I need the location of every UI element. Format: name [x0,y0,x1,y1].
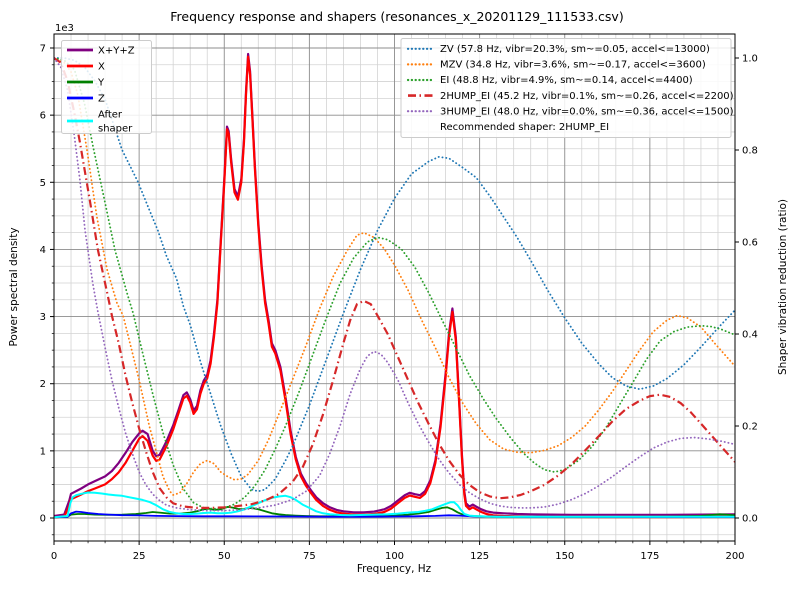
y-left-tick-label: 3 [40,312,46,323]
x-tick-label: 0 [51,551,57,562]
y-left-axis-label: Power spectral density [8,227,20,346]
legend-label: 2HUMP_EI (45.2 Hz, vibr=0.1%, sm~=0.26, … [440,91,734,102]
legend-label: 3HUMP_EI (48.0 Hz, vibr=0.0%, sm~=0.36, … [440,106,734,117]
x-tick-label: 150 [555,551,574,562]
y-right-tick-label: 0.4 [742,330,758,341]
legend-entry-x-y-z: X+Y+Z [67,46,135,57]
legend-label: EI (48.8 Hz, vibr=4.9%, sm~=0.14, accel<… [440,75,693,86]
y-right-tick-label: 0.6 [742,238,758,249]
legend-label: After [98,110,123,121]
y-left-tick-label: 7 [40,43,46,54]
legend-label: X [98,62,105,73]
series-after-shaper-line [54,491,735,519]
x-tick-label: 100 [385,551,404,562]
series-zv-line [54,57,735,493]
y-left-tick-label: 4 [40,245,46,256]
y-left-tick-label: 0 [40,514,46,525]
legend-label: Z [98,94,105,105]
legend-entry-z: Z [67,94,105,105]
x-tick-label: 175 [640,551,659,562]
y-right-tick-label: 0.0 [742,514,758,525]
x-tick-label: 200 [725,551,744,562]
y-left-tick-label: 5 [40,178,46,189]
y-right-tick-label: 1.0 [742,54,758,65]
ticks-layer [50,47,739,545]
legend-entry-3hump-ei: 3HUMP_EI (48.0 Hz, vibr=0.0%, sm~=0.36, … [406,106,734,117]
legend-entry-2hump-ei: 2HUMP_EI (45.2 Hz, vibr=0.1%, sm~=0.26, … [408,91,734,102]
y-right-axis-label: Shaper vibration reduction (ratio) [777,199,789,375]
legend-shapers-box [400,38,732,138]
series-2hump-ei-line [54,57,735,509]
legend-label: X+Y+Z [98,46,135,57]
legend-label: ZV (57.8 Hz, vibr=20.3%, sm~=0.05, accel… [440,44,710,55]
series-ei-line [54,57,735,510]
legend-psd-box [61,40,152,134]
x-tick-label: 25 [133,551,146,562]
x-tick-label: 50 [218,551,231,562]
chart-title: Frequency response and shapers (resonanc… [170,9,623,24]
legend-label: Y [97,78,105,89]
y-right-tick-label: 0.8 [742,146,758,157]
legend-entry-after-shaper: After shaper [67,110,133,135]
y-left-offset-text: 1e3 [55,23,74,34]
y-left-tick-label: 6 [40,111,46,122]
legend-entry-x: X [67,62,105,73]
y-right-tick-label: 0.2 [742,422,758,433]
legend-entry-ei: EI (48.8 Hz, vibr=4.9%, sm~=0.14, accel<… [406,75,693,86]
recommended-shaper-note: Recommended shaper: 2HUMP_EI [440,122,609,133]
series-layer [54,52,735,519]
y-left-tick-label: 1 [40,446,46,457]
x-tick-label: 125 [470,551,489,562]
tick-labels: 0 25 50 75 100 125 150 175 200 0 1 2 3 4 5 6 7 0.0 0.2 0.4 0… [40,43,758,562]
legend-psd: X+Y+Z XYZ After shaper [61,40,152,135]
legend-entry-zv: ZV (57.8 Hz, vibr=20.3%, sm~=0.05, accel… [406,44,710,55]
x-tick-label: 75 [303,551,316,562]
legend-entry-y: Y [67,78,105,89]
x-axis-label: Frequency, Hz [357,563,432,575]
y-left-tick-label: 2 [40,379,46,390]
legend-label: MZV (34.8 Hz, vibr=3.6%, sm~=0.17, accel… [440,60,706,71]
legend-shapers: ZV (57.8 Hz, vibr=20.3%, sm~=0.05, accel… [400,38,734,138]
legend-entry-mzv: MZV (34.8 Hz, vibr=3.6%, sm~=0.17, accel… [406,60,706,71]
legend-label: shaper [98,124,133,135]
